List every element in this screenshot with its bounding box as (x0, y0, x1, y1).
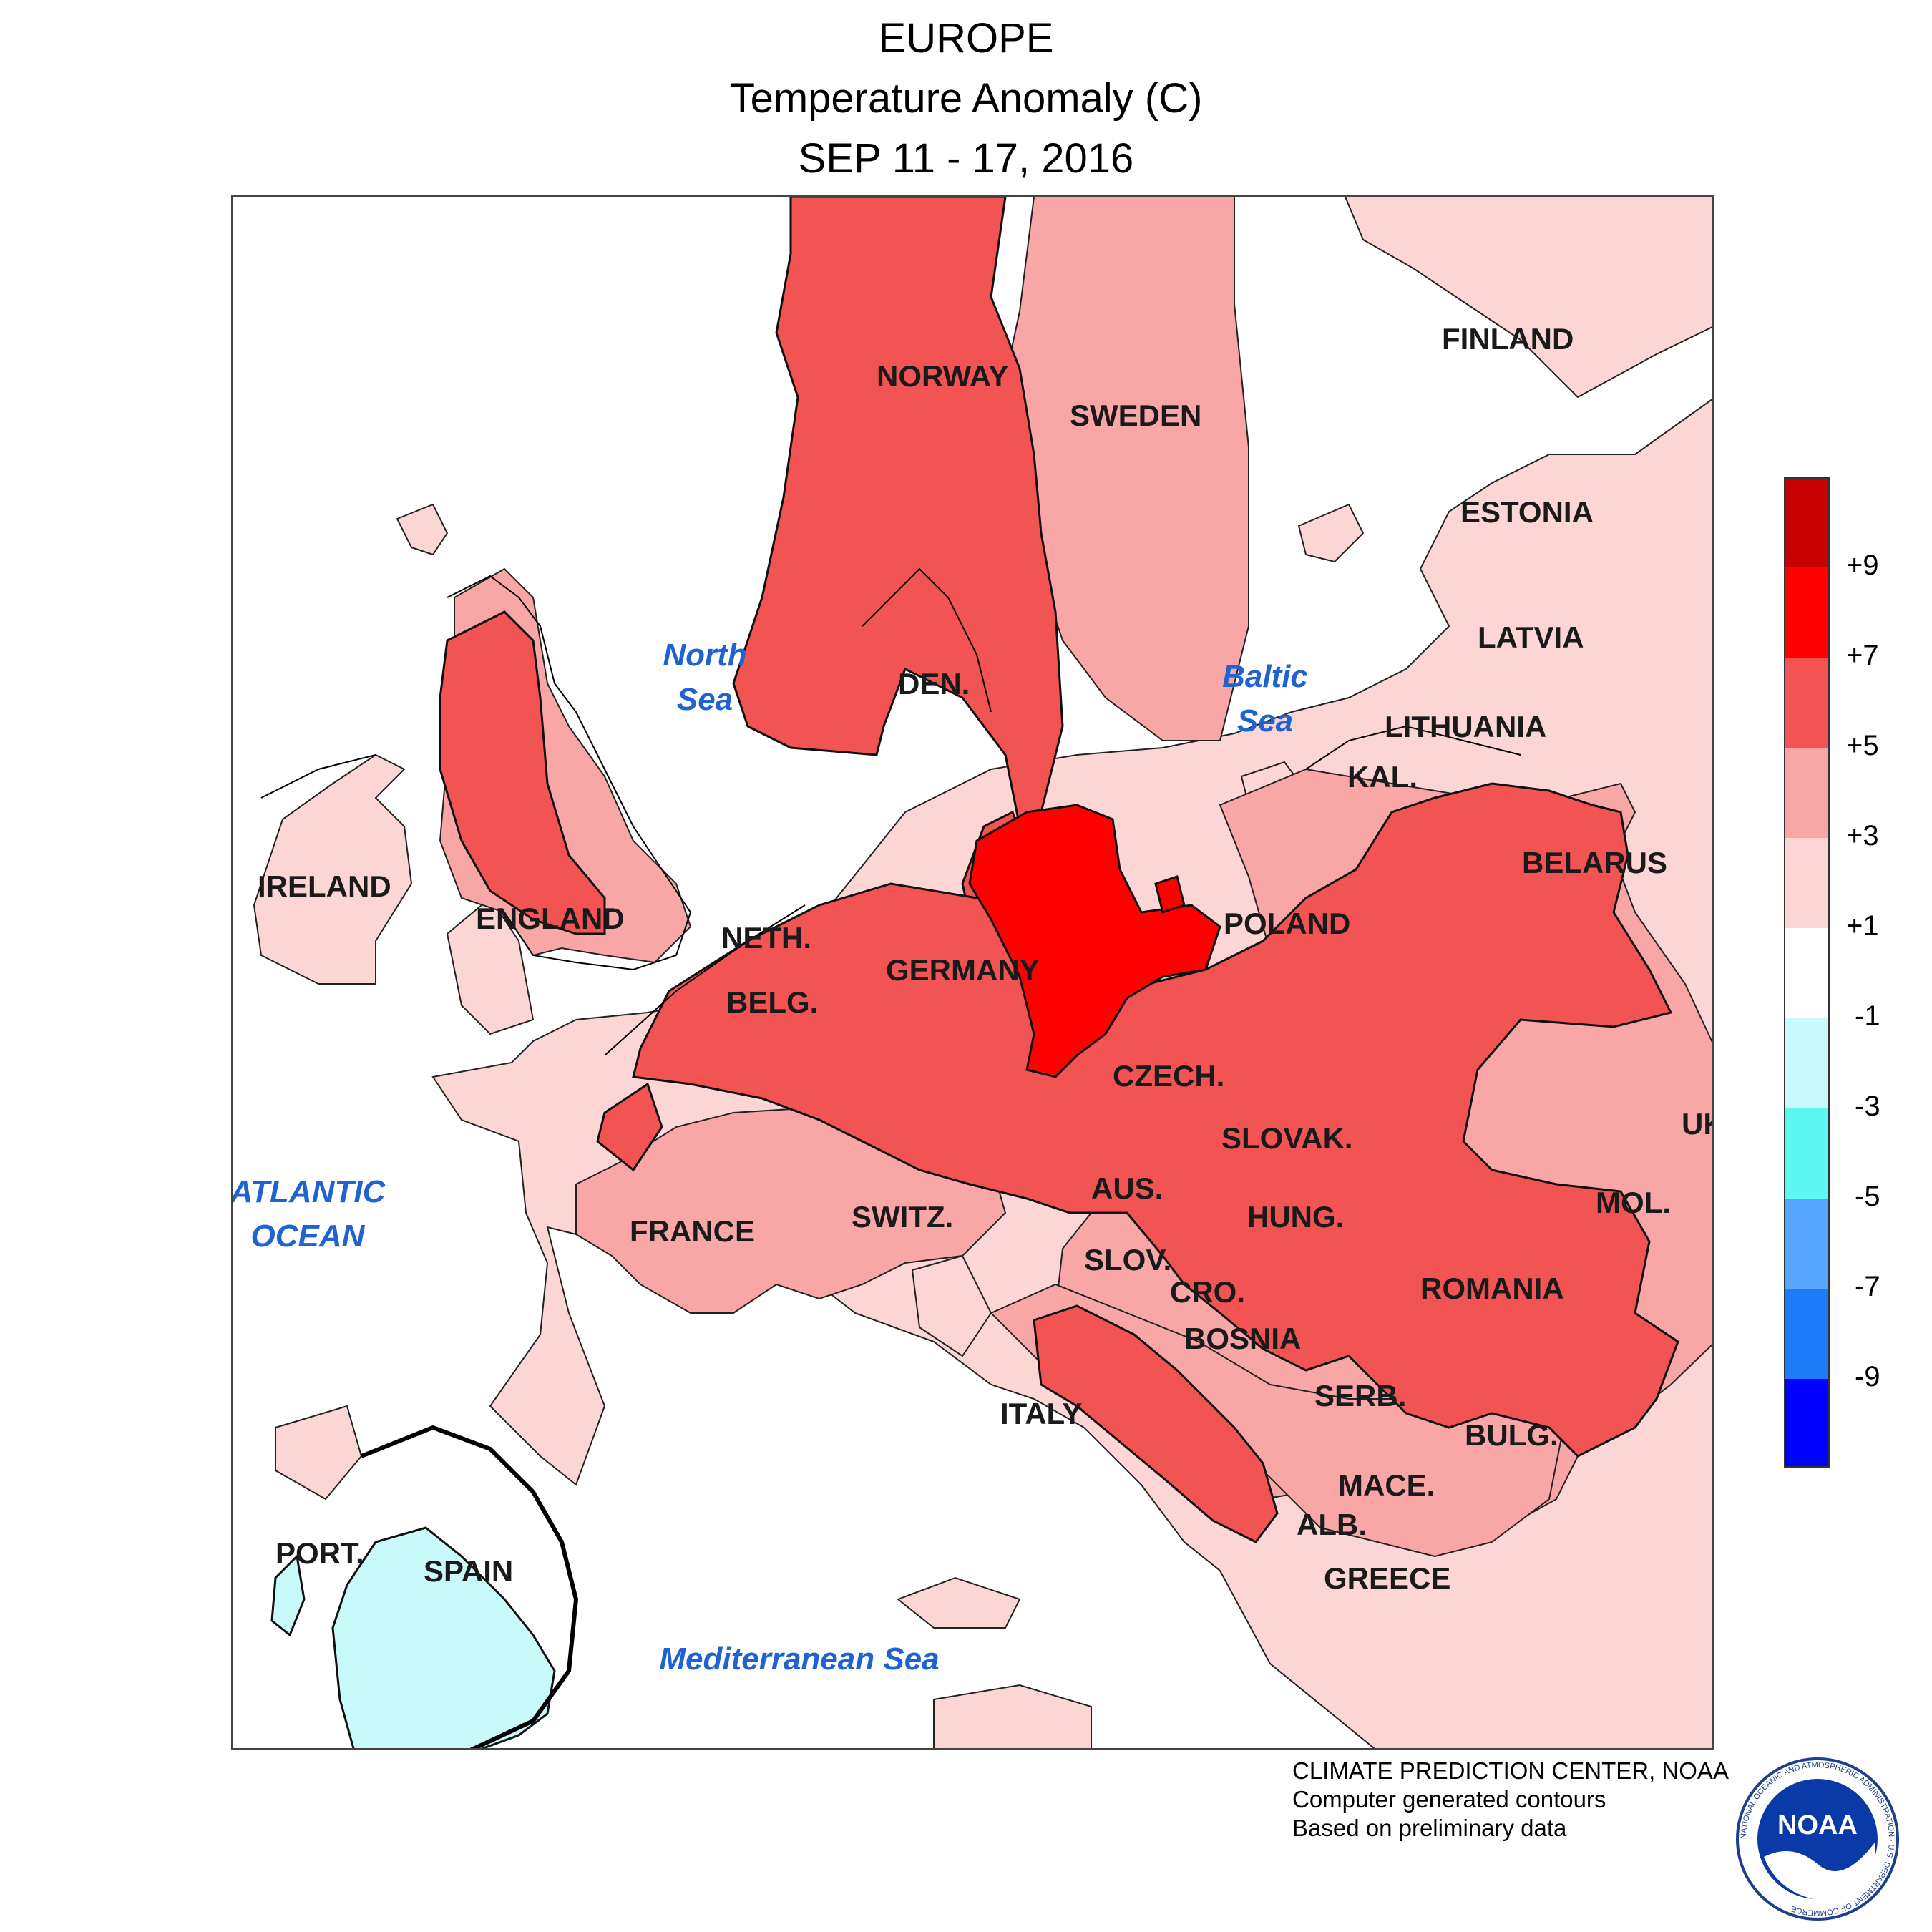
country-label: DEN. (898, 667, 970, 701)
legend-swatch (1785, 1018, 1828, 1108)
country-label: CZECH. (1113, 1059, 1224, 1093)
map-svg: FINLAND NORWAY SWEDEN ESTONIA LATVIA DEN… (233, 197, 1714, 1748)
country-label: BOSNIA (1184, 1322, 1301, 1355)
sea-label: Mediterranean Sea (659, 1641, 939, 1677)
credit-block: CLIMATE PREDICTION CENTER, NOAA Computer… (1292, 1757, 1729, 1843)
country-label: BELG. (726, 985, 818, 1019)
country-label: FRANCE (630, 1214, 755, 1248)
country-label: NETH. (721, 921, 811, 955)
country-label: IRELAND (258, 869, 391, 903)
country-label: KAL. (1347, 760, 1418, 794)
country-label: AUS. (1091, 1171, 1163, 1205)
map-subtitle: Temperature Anomaly (C) (729, 75, 1203, 122)
legend-label: -7 (1855, 1271, 1880, 1302)
country-label: MACE. (1338, 1468, 1435, 1502)
country-label: NORWAY (877, 359, 1008, 393)
country-labels: FINLAND NORWAY SWEDEN ESTONIA LATVIA DEN… (258, 322, 1714, 1595)
map-date-range: SEP 11 - 17, 2016 (798, 135, 1134, 182)
legend-swatch (1785, 1108, 1828, 1199)
country-label: HUNG. (1247, 1200, 1344, 1234)
sea-label: North (663, 638, 746, 673)
legend-label: -1 (1855, 1000, 1880, 1032)
legend-label: +1 (1846, 910, 1879, 942)
country-label: BELARUS (1522, 846, 1667, 879)
legend-swatch (1785, 658, 1828, 748)
legend-swatch (1785, 479, 1828, 567)
noaa-logo: NOAA NATIONAL OCEANIC AND ATMOSPHERIC AD… (1735, 1757, 1900, 1921)
credit-line: Computer generated contours (1292, 1786, 1606, 1813)
sea-label: Baltic (1222, 659, 1308, 694)
country-label: SWEDEN (1070, 399, 1201, 432)
country-label: GERMANY (886, 953, 1040, 987)
legend-swatch (1785, 1289, 1828, 1379)
credit-line: CLIMATE PREDICTION CENTER, NOAA (1292, 1757, 1729, 1784)
legend-swatch (1785, 748, 1828, 838)
credit-line: Based on preliminary data (1292, 1815, 1567, 1841)
legend-swatch (1785, 838, 1828, 928)
legend-swatch (1785, 1379, 1828, 1466)
legend-label: -5 (1855, 1181, 1880, 1212)
country-label: POLAND (1224, 907, 1350, 940)
sea-label: Sea (1237, 703, 1293, 738)
country-label: SLOV. (1084, 1243, 1171, 1277)
legend-swatch (1785, 928, 1828, 1018)
map-title: EUROPE (878, 15, 1054, 62)
country-label: ESTONIA (1460, 495, 1594, 529)
noaa-logo-text: NOAA (1777, 1810, 1858, 1840)
country-label: SPAIN (424, 1554, 513, 1588)
country-label: LITHUANIA (1385, 710, 1546, 743)
country-label: CRO. (1170, 1275, 1245, 1309)
anomaly-7-9-region (968, 804, 1221, 1078)
legend-swatch (1785, 1199, 1828, 1289)
legend-label: -3 (1855, 1091, 1880, 1122)
country-label: FINLAND (1442, 322, 1574, 356)
zero-anomaly-contour (360, 1425, 579, 1748)
legend-label: +9 (1846, 550, 1879, 581)
legend-swatch (1785, 567, 1828, 658)
country-label: GREECE (1324, 1561, 1450, 1595)
country-label: ROMANIA (1420, 1272, 1564, 1305)
legend-label: -9 (1855, 1361, 1880, 1392)
sea-label: OCEAN (251, 1219, 366, 1254)
country-label: SWITZ. (852, 1200, 953, 1234)
country-label: MOL. (1596, 1186, 1671, 1219)
country-label: ITALY (1000, 1397, 1082, 1430)
coastlines (260, 567, 1521, 1056)
country-label: ALB. (1297, 1508, 1367, 1541)
country-label: UK (1682, 1107, 1714, 1141)
sea-label: ATLANTIC (233, 1174, 386, 1209)
legend-label: +5 (1846, 730, 1879, 761)
country-label: PORT. (275, 1536, 364, 1570)
legend-colorbar (1784, 477, 1830, 1468)
temperature-anomaly-map: FINLAND NORWAY SWEDEN ESTONIA LATVIA DEN… (231, 195, 1714, 1750)
country-label: BULG. (1465, 1418, 1558, 1452)
legend-label: +7 (1846, 640, 1879, 671)
sea-labels: North Sea Baltic Sea ATLANTIC OCEAN Medi… (233, 638, 1308, 1677)
country-label: SLOVAK. (1221, 1121, 1353, 1155)
sea-label: Sea (677, 682, 733, 717)
legend-label: +3 (1846, 820, 1879, 852)
country-label: SERB. (1314, 1379, 1406, 1413)
country-label: LATVIA (1478, 620, 1584, 654)
country-label: ENGLAND (476, 902, 625, 935)
